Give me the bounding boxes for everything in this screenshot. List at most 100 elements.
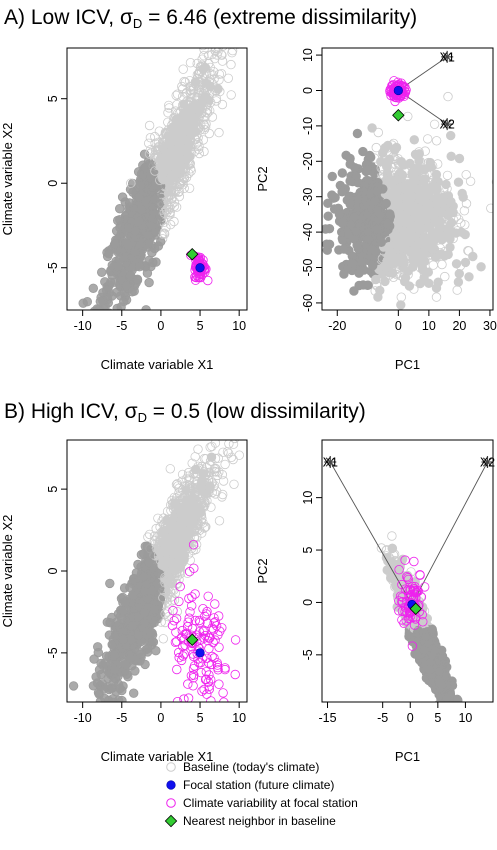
baseline-point [115,214,125,225]
baseline-point [400,258,411,269]
focal-station-point [393,85,403,96]
baseline-point [213,84,223,94]
axis-vector-label: X2 [440,118,455,132]
baseline-point [453,277,464,287]
baseline-point [371,142,382,153]
baseline-point [206,452,217,462]
baseline-point [461,169,471,180]
baseline-point [172,181,183,192]
baseline-point [408,251,419,261]
baseline-point [214,127,224,138]
baseline-point [155,236,166,247]
baseline-point [440,200,451,211]
baseline-point [220,459,230,470]
baseline-point [371,274,381,285]
baseline-point [398,272,409,283]
baseline-point [468,251,478,262]
baseline-point [451,259,462,269]
baseline-point [98,288,108,298]
baseline-point [419,176,429,187]
baseline-point [339,244,349,254]
baseline-point [413,218,424,228]
baseline-point [390,145,400,155]
baseline-point [159,228,170,238]
baseline-point [160,609,170,619]
baseline-point [445,242,455,253]
baseline-point [229,479,239,490]
baseline-point [405,219,415,230]
baseline-point [390,258,400,268]
focal-station-point [195,263,205,273]
baseline-point [419,248,429,258]
x-tick-label: 5 [197,319,204,333]
baseline-point [117,192,128,202]
baseline-point [434,205,444,216]
baseline-point [120,598,131,608]
baseline-point [147,247,157,258]
baseline-point [130,225,141,236]
baseline-point [196,528,207,538]
baseline-point [352,128,363,139]
baseline-point [211,467,222,477]
baseline-point [135,181,146,191]
baseline-point [428,260,439,270]
baseline-point [347,258,357,268]
baseline-point [438,195,449,206]
baseline-point [151,646,161,656]
baseline-point [445,234,455,244]
x-tick-label: 20 [452,319,466,333]
baseline-point [204,128,215,139]
baseline-point [135,240,145,250]
baseline-point [199,498,209,508]
baseline-point [101,328,110,337]
baseline-point [323,211,333,221]
baseline-point [136,649,147,660]
baseline-point [146,627,156,637]
baseline-point [431,136,442,146]
baseline-point [193,137,203,148]
baseline-point [432,217,443,228]
baseline-point [178,64,188,74]
baseline-point [108,697,118,702]
baseline-point [177,129,188,139]
baseline-point [378,170,389,180]
baseline-point [423,250,434,261]
x-tick-label: 10 [232,319,246,333]
baseline-point [170,588,181,599]
baseline-point [440,216,450,226]
baseline-point [218,427,227,436]
baseline-point [139,586,150,597]
baseline-point [114,254,124,265]
baseline-point [190,99,201,109]
baseline-point [91,344,100,353]
baseline-point [134,262,145,272]
baseline-point [147,586,158,596]
baseline-point [213,48,223,57]
baseline-point [396,292,407,302]
baseline-point [453,177,464,187]
y-tick-label: -5 [46,262,60,273]
y-tick-label: -10 [301,117,315,135]
baseline-point [384,270,395,280]
baseline-point [121,280,132,291]
baseline-point [393,154,403,164]
baseline-point [94,665,105,675]
baseline-point [415,278,425,289]
icv-point [387,81,398,91]
baseline-point [362,164,372,175]
baseline-point [394,203,404,214]
axis-vector-label: X1 [440,50,455,64]
baseline-point [136,204,147,215]
baseline-point [175,178,185,188]
baseline-point [381,198,391,209]
baseline-point [123,240,133,250]
baseline-point [179,76,189,87]
baseline-point [134,216,144,227]
baseline-point [68,681,79,691]
baseline-point [152,579,162,589]
baseline-point [221,428,230,437]
baseline-point [218,447,228,458]
baseline-point [452,285,462,295]
baseline-point [423,199,433,210]
baseline-point [431,283,442,293]
